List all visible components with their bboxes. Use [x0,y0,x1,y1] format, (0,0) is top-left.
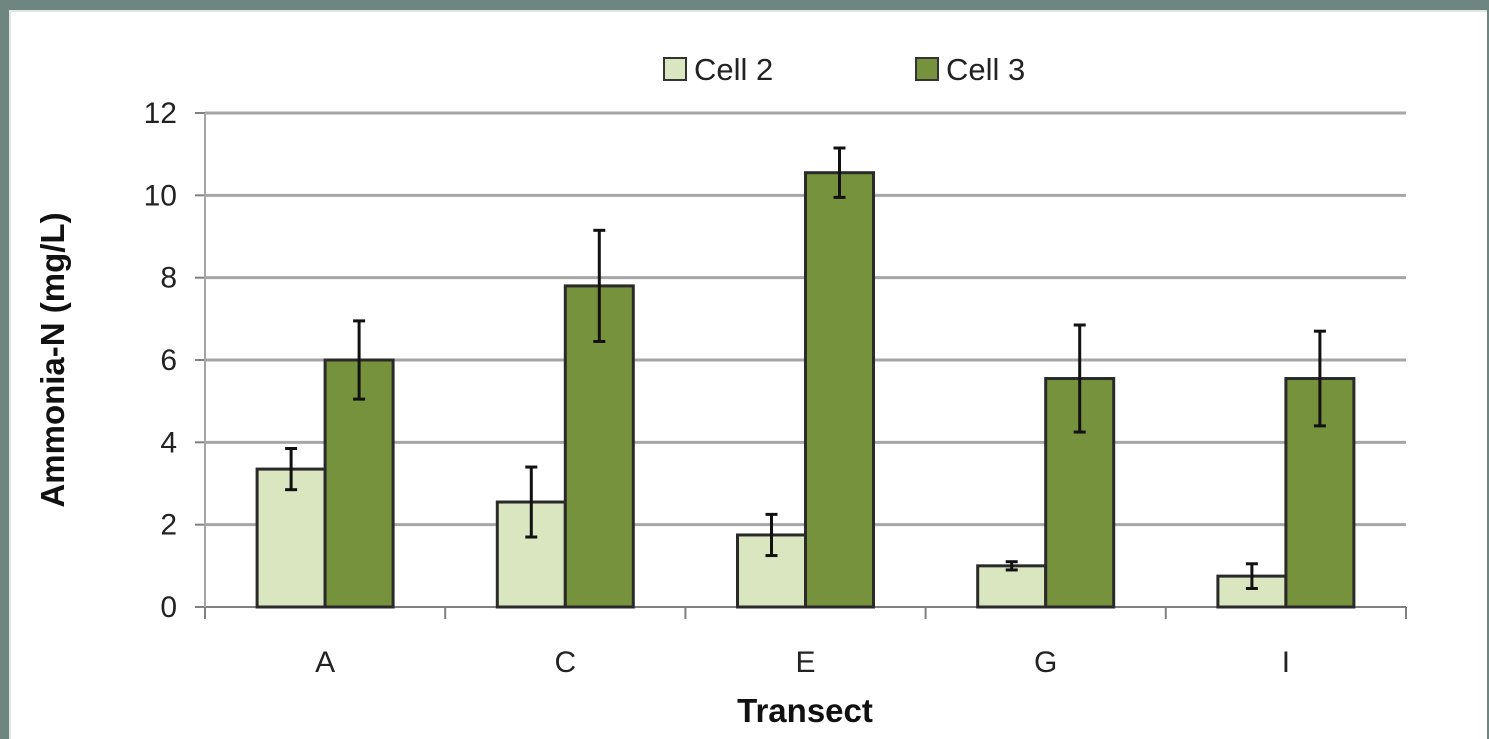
legend-label-cell-2: Cell 2 [694,52,773,87]
y-tick-label: 2 [160,509,177,542]
error-bar-cell-2-a [285,447,298,492]
y-tick-label: 8 [160,262,177,295]
error-bars [285,146,1326,590]
error-bar-cell-2-i [1245,562,1258,590]
error-bar-cell-2-g [1005,560,1018,572]
error-bar-cell-3-e [833,146,846,199]
y-tick-label: 4 [160,426,177,459]
error-bar-cell-2-c [525,465,538,539]
legend-label-cell-3: Cell 3 [946,52,1025,87]
y-tick-label: 10 [144,179,177,212]
bars [255,171,1356,609]
bar-cell-2-a [255,467,327,609]
y-tick-label: 0 [160,591,177,624]
bar-cell-3-e [804,171,875,609]
y-axis-title: Ammonia-N (mg/L) [34,212,71,507]
y-tick-label: 12 [144,97,177,130]
legend-swatch-cell-3 [915,57,939,81]
error-bar-cell-3-g [1073,323,1086,434]
error-bar-cell-3-i [1313,329,1326,428]
error-bar-cell-2-e [765,512,778,558]
error-bar-cell-3-a [353,319,366,401]
x-tick-label: I [1282,646,1290,679]
x-tick-label: E [795,646,815,679]
x-tick-label: G [1034,646,1057,679]
error-bar-cell-3-c [593,228,606,343]
bar-cell-3-a [323,358,395,609]
y-tick-label: 6 [160,344,177,377]
y-tick-labels: 0 2 4 6 8 10 12 [144,97,177,624]
x-tick-label: C [554,646,576,679]
legend: Cell 2 Cell 3 [663,52,1025,87]
x-tick-label: A [315,646,335,679]
x-axis-title: Transect [737,692,873,729]
legend-swatch-cell-2 [663,57,687,81]
chart-panel [9,10,1487,739]
bar-cell-2-g [976,564,1048,609]
